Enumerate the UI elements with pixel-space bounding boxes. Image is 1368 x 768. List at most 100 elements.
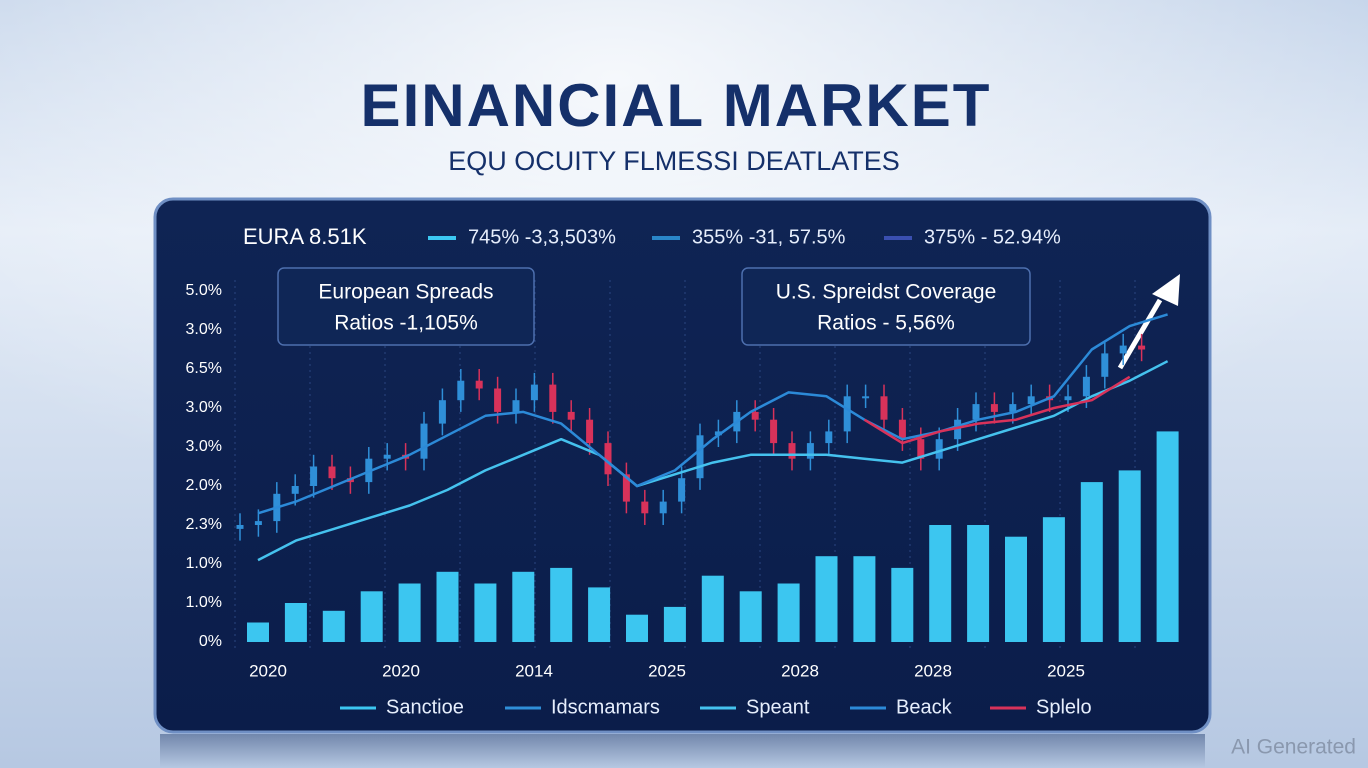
candle-body	[806, 443, 814, 459]
candle-body	[310, 466, 318, 486]
title: EINANCIAL MARKET	[361, 72, 992, 139]
x-tick-label: 2028	[781, 661, 819, 680]
header-item: 355% -31, 57.5%	[692, 226, 846, 248]
candle-body	[438, 400, 446, 424]
box-text: U.S. Spreidst Coverage	[776, 281, 997, 304]
candle-body	[530, 384, 538, 401]
annotation-box	[277, 267, 535, 346]
annotation-box	[741, 267, 1031, 346]
y-tick-label: 3.0%	[186, 321, 222, 338]
candle-body	[567, 411, 575, 420]
candle-body	[880, 396, 888, 420]
candle-body	[328, 466, 336, 479]
candle-body	[1027, 396, 1035, 405]
bar	[1042, 517, 1065, 642]
y-tick-label: 1.0%	[186, 594, 222, 611]
bar	[739, 591, 762, 642]
bar	[1080, 482, 1103, 642]
candle-body	[586, 419, 594, 444]
y-tick-label: 5.0%	[186, 282, 222, 299]
candle-body	[475, 380, 483, 389]
watermark: AI Generated	[1231, 736, 1356, 759]
bar	[967, 525, 990, 642]
panel-reflection	[160, 734, 1205, 768]
candle-body	[898, 419, 906, 440]
candle-body	[622, 474, 630, 502]
y-tick-label: 3.0%	[186, 438, 222, 455]
bar	[284, 603, 307, 642]
bar	[322, 610, 345, 642]
candle-body	[291, 486, 299, 494]
header-item: 375% - 52.94%	[924, 226, 1061, 248]
y-tick-label: 6.5%	[186, 360, 222, 377]
candle-body	[549, 384, 557, 412]
x-tick-label: 2028	[914, 661, 952, 680]
legend-label: Beack	[896, 696, 953, 718]
bar	[663, 606, 686, 642]
line-series	[257, 313, 1168, 515]
candle-body	[770, 419, 778, 444]
candle-body	[751, 411, 759, 420]
candle-body	[696, 435, 704, 479]
bar	[1156, 431, 1179, 642]
candle-body	[1119, 345, 1127, 354]
candle-body	[659, 501, 667, 514]
candle-body	[714, 431, 722, 436]
bar	[550, 567, 573, 642]
candle-body	[954, 419, 962, 440]
bar	[1005, 536, 1027, 642]
box-text: Ratios -1,105%	[334, 312, 478, 335]
bar	[626, 614, 648, 642]
legend-label: Splelo	[1036, 696, 1092, 718]
box-text: Ratios - 5,56%	[817, 312, 955, 335]
x-tick-label: 2014	[515, 661, 553, 680]
candle-body	[1138, 345, 1146, 350]
x-tick-label: 2025	[1047, 661, 1085, 680]
bar	[891, 567, 914, 642]
candle-body	[678, 478, 686, 502]
bar	[436, 571, 459, 642]
candle-body	[990, 404, 998, 412]
candle-body	[420, 423, 428, 459]
candle-body	[825, 431, 833, 444]
candle-body	[1009, 404, 1017, 412]
y-tick-label: 3.0%	[186, 399, 222, 416]
x-tick-label: 2020	[249, 661, 287, 680]
x-tick-label: 2020	[382, 661, 420, 680]
line-series	[863, 375, 1131, 445]
line-series	[257, 360, 1169, 562]
candle-body	[254, 521, 262, 525]
candle-body	[843, 396, 851, 432]
candle-body	[1082, 376, 1090, 397]
box-text: European Spreads	[318, 281, 493, 304]
candle-body	[641, 501, 649, 514]
y-tick-label: 0%	[199, 633, 222, 650]
bar	[247, 622, 269, 642]
trend-arrow	[1117, 298, 1163, 370]
y-tick-label: 2.3%	[186, 516, 222, 533]
candle-body	[1064, 396, 1072, 401]
legend-label: Speant	[746, 696, 810, 718]
candle-body	[935, 439, 943, 459]
candle-body	[494, 388, 502, 412]
candle-body	[917, 439, 925, 459]
bar	[474, 583, 497, 642]
candle-body	[972, 404, 980, 420]
bar	[398, 583, 421, 642]
candle-body	[862, 396, 870, 399]
subtitle: EQU OCUITY FLMESSI DEATLATES	[448, 146, 900, 176]
bar	[815, 556, 838, 642]
x-tick-label: 2025	[648, 661, 686, 680]
header-item: 745% -3,3,503%	[468, 226, 616, 248]
candle-body	[1101, 353, 1109, 377]
candle-body	[383, 454, 391, 459]
trend-arrow-head	[1152, 274, 1180, 306]
bar	[360, 591, 383, 642]
y-tick-label: 2.0%	[186, 477, 222, 494]
legend-label: Idscmamars	[551, 696, 660, 718]
candle-body	[604, 443, 612, 475]
legend-label: Sanctioe	[386, 696, 464, 718]
bar	[1118, 470, 1141, 642]
bar	[777, 583, 800, 642]
